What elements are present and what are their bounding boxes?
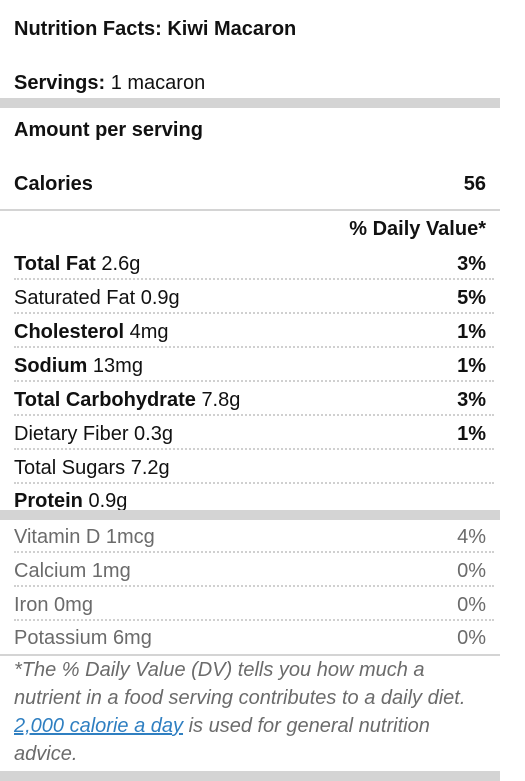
nutrient-name: Potassium (14, 627, 108, 649)
nutrient-name: Vitamin D (14, 526, 101, 548)
nutrient-name: Protein (14, 490, 83, 512)
nutrient-name: Cholesterol (14, 321, 125, 343)
nutrient-amount: 6mg (112, 627, 152, 649)
footnote-divider (0, 654, 500, 656)
nutrient-dv: 0% (457, 560, 486, 582)
servings-label: Servings: (14, 72, 106, 94)
nutrient-row-total-carbohydrate: Total Carbohydrate 7.8g 3% (0, 383, 500, 416)
vitamin-row-iron: Iron 0mg 0% (0, 588, 500, 621)
nutrient-row-dietary-fiber: Dietary Fiber 0.3g 1% (0, 417, 500, 450)
nutrient-dv: 3% (457, 253, 486, 275)
nutrient-name: Calcium (14, 560, 87, 582)
nutrient-amount: 0.9g (140, 287, 180, 309)
row-divider (14, 346, 494, 348)
thick-divider (0, 510, 500, 520)
calories-value: 56 (463, 173, 486, 195)
vitamin-row-calcium: Calcium 1mg 0% (0, 554, 500, 587)
nutrient-row-cholesterol: Cholesterol 4mg 1% (0, 315, 500, 348)
nutrient-amount: 1mg (91, 560, 131, 582)
nutrient-name: Saturated Fat (14, 287, 136, 309)
footnote-text-end: is used for general nutrition advice. (14, 715, 430, 765)
row-divider (14, 380, 494, 382)
vitamin-row-potassium: Potassium 6mg 0% (0, 621, 500, 654)
vitamin-row-vitamin-d: Vitamin D 1mcg 4% (0, 520, 500, 553)
row-divider (14, 551, 494, 553)
nutrient-amount: 1mcg (105, 526, 155, 548)
nutrient-amount: 7.2g (130, 457, 170, 479)
row-divider (14, 448, 494, 450)
nutrient-dv: 1% (457, 321, 486, 343)
nutrient-row-sodium: Sodium 13mg 1% (0, 349, 500, 382)
nutrient-dv: 5% (457, 287, 486, 309)
nutrient-amount: 7.8g (201, 389, 241, 411)
nutrient-amount: 0.9g (88, 490, 128, 512)
calories-divider (0, 209, 500, 211)
footnote-text: *The % Daily Value (DV) tells you how mu… (14, 659, 466, 709)
nutrient-row-total-fat: Total Fat 2.6g 3% (0, 247, 500, 280)
bottom-divider (0, 771, 500, 781)
daily-value-header: % Daily Value* (349, 218, 486, 240)
nutrient-row-total-sugars: Total Sugars 7.2g (0, 451, 500, 484)
nutrient-name: Sodium (14, 355, 88, 377)
calories-label: Calories (14, 173, 93, 195)
nutrient-name: Total Fat (14, 253, 96, 275)
nutrient-name: Dietary Fiber (14, 423, 129, 445)
row-divider (14, 619, 494, 621)
calorie-guidance-link[interactable]: 2,000 calorie a day (14, 715, 184, 737)
nutrient-amount: 0.3g (134, 423, 173, 445)
nutrient-name: Total Carbohydrate (14, 389, 196, 411)
row-divider (14, 312, 494, 314)
nutrient-dv: 4% (457, 526, 486, 548)
nutrient-name: Iron (14, 594, 49, 616)
nutrient-amount: 2.6g (101, 253, 141, 275)
servings-line: Servings: 1 macaron (14, 72, 205, 95)
row-divider (14, 482, 494, 484)
daily-value-footnote: *The % Daily Value (DV) tells you how mu… (14, 656, 490, 768)
nutrient-row-protein: Protein 0.9g (0, 484, 500, 517)
nutrition-facts-panel: Nutrition Facts: Kiwi Macaron Servings: … (0, 18, 500, 781)
nutrient-amount: 0mg (54, 594, 93, 616)
thick-divider (0, 98, 500, 108)
nutrient-dv: 0% (457, 627, 486, 649)
nutrient-name: Total Sugars (14, 457, 126, 479)
amount-per-serving: Amount per serving (14, 119, 203, 141)
servings-value: 1 macaron (110, 72, 206, 94)
nutrition-title: Nutrition Facts: Kiwi Macaron (14, 18, 297, 40)
nutrient-amount: 13mg (92, 355, 143, 377)
nutrient-dv: 0% (457, 594, 486, 616)
nutrient-dv: 1% (457, 423, 486, 445)
nutrient-amount: 4mg (129, 321, 169, 343)
nutrient-dv: 3% (457, 389, 486, 411)
row-divider (14, 278, 494, 280)
nutrient-dv: 1% (457, 355, 486, 377)
row-divider (14, 585, 494, 587)
nutrient-row-saturated-fat: Saturated Fat 0.9g 5% (0, 281, 500, 314)
row-divider (14, 414, 494, 416)
